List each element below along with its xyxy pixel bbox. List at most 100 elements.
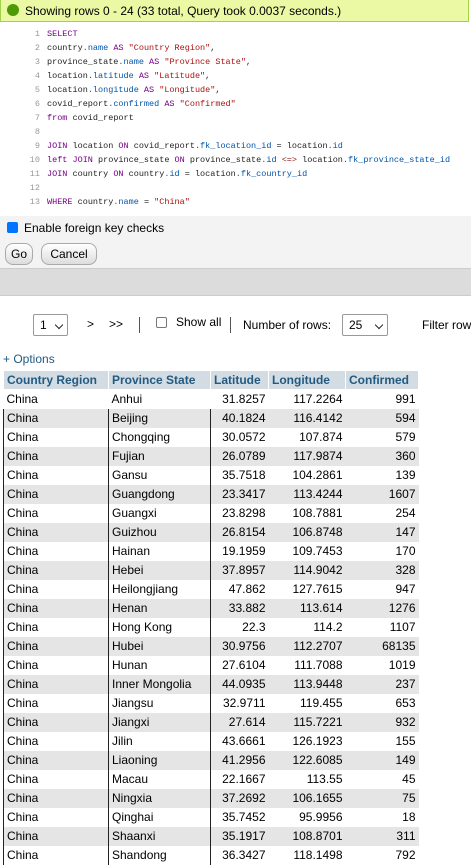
table-cell: 311 [345, 826, 419, 846]
code-token: location [47, 71, 88, 81]
table-cell: 68135 [345, 636, 419, 656]
code-token: AS [159, 99, 180, 109]
column-header[interactable]: Longitude [268, 370, 346, 390]
code-token: .name [118, 57, 144, 67]
table-cell: 116.4142 [268, 408, 346, 428]
table-cell: China [3, 503, 109, 523]
table-cell: China [3, 731, 109, 751]
table-row: China Hunan 27.6104 111.7088 1019 [3, 655, 419, 675]
page-value: 1 [40, 318, 47, 332]
code-token: AS [143, 57, 165, 67]
code-line: WHERE country.name = "China" [47, 197, 190, 207]
table-row: China Shandong 36.3427 118.1498 792 [3, 845, 419, 865]
options-link[interactable]: + Options [3, 352, 55, 366]
line-number: 13 [29, 197, 40, 207]
code-line: country.name AS "Country Region", [47, 43, 215, 53]
table-cell: 22.1667 [210, 769, 269, 789]
table-cell: Henan [108, 598, 211, 618]
status-bar: Showing rows 0 - 24 (33 total, Query too… [0, 0, 469, 22]
line-number: 3 [34, 57, 40, 67]
table-cell: China [3, 655, 109, 675]
checkbox[interactable] [7, 222, 18, 233]
table-cell: 119.455 [268, 693, 346, 713]
table-cell: Jiangxi [108, 712, 211, 732]
column-header[interactable]: Province State [108, 370, 211, 390]
table-cell: Heilongjiang [108, 579, 211, 599]
rows-select[interactable]: 25 [342, 314, 388, 336]
line-number: 7 [34, 113, 40, 123]
code-token: province_state [92, 155, 175, 165]
code-token: .id [327, 141, 343, 151]
button[interactable]: Go [5, 243, 33, 265]
table-cell: China [3, 788, 109, 808]
code-token: .longitude [87, 85, 139, 95]
table-cell: 19.1959 [210, 541, 269, 561]
code-token: location [47, 85, 88, 95]
code-token: "China" [154, 197, 190, 207]
checkbox[interactable] [156, 317, 167, 328]
table-cell: Jiangsu [108, 693, 211, 713]
code-token: <=> [281, 155, 297, 165]
table-cell: 41.2956 [210, 750, 269, 770]
line-number: 11 [29, 169, 40, 179]
table-cell: 328 [345, 560, 419, 580]
line-number: 1 [34, 29, 40, 39]
table-cell: 44.0935 [210, 674, 269, 694]
column-header[interactable]: Confirmed [345, 370, 419, 390]
column-header[interactable]: Latitude [210, 370, 269, 390]
last-button[interactable]: >> [109, 317, 124, 331]
table-row: China Hubei 30.9756 112.2707 68135 [3, 636, 419, 656]
table-cell: Gansu [108, 465, 211, 485]
table-cell: Guangdong [108, 484, 211, 504]
code-token: location [297, 155, 343, 165]
table-cell: Hainan [108, 541, 211, 561]
query-options: Enable foreign key checks Go Cancel [0, 216, 471, 268]
rows-value: 25 [349, 318, 363, 332]
table-cell: 139 [345, 465, 419, 485]
next-button[interactable]: > [87, 317, 95, 331]
table-cell: 36.3427 [210, 845, 269, 865]
table-cell: 18 [345, 807, 419, 827]
code-token: .fk_location_id [194, 141, 272, 151]
header-row: Country Region Province State Latitude Long… [3, 370, 419, 390]
code-token: "Longitude" [159, 85, 216, 95]
success-icon [7, 4, 19, 16]
table-cell: 33.882 [210, 598, 269, 618]
table-cell: 37.2692 [210, 788, 269, 808]
table-row: China Beijing 40.1824 116.4142 594 [3, 408, 419, 428]
table-cell: 594 [345, 408, 419, 428]
gray-bar [0, 268, 471, 296]
table-row: China Jiangxi 27.614 115.7221 932 [3, 712, 419, 732]
table-cell: 113.9448 [268, 674, 346, 694]
table-cell: China [3, 826, 109, 846]
table-cell: Guangxi [108, 503, 211, 523]
table-cell: 792 [345, 845, 419, 865]
column-header[interactable]: Country Region [3, 370, 109, 390]
code-token: ON [118, 141, 129, 151]
code-token: .fk_province_state_id [342, 155, 451, 165]
table-row: China Ningxia 37.2692 106.1655 75 [3, 788, 419, 808]
table-row: China Gansu 35.7518 104.2861 139 [3, 465, 419, 485]
page-select[interactable]: 1 [33, 314, 68, 336]
table-cell: 47.862 [210, 579, 269, 599]
dropdown-arrow [374, 320, 384, 330]
table-cell: 155 [345, 731, 419, 751]
table-cell: China [3, 389, 109, 409]
code-token: .latitude [87, 71, 134, 81]
table-cell: 35.7452 [210, 807, 269, 827]
code-token: AS [133, 71, 155, 81]
table-cell: China [3, 845, 109, 865]
table-cell: 237 [345, 674, 419, 694]
table-cell: China [3, 465, 109, 485]
table-row: China Fujian 26.0789 117.9874 360 [3, 446, 419, 466]
code-token: "Country Region" [128, 43, 211, 53]
table-cell: 109.7453 [268, 541, 346, 561]
code-line: from covid_report [47, 113, 134, 123]
table-cell: 1607 [345, 484, 419, 504]
sql-editor[interactable]: 1 SELECT 2 country.name AS "Country Region"… [0, 26, 471, 214]
code-token: JOIN [47, 169, 68, 179]
button[interactable]: Cancel [41, 243, 97, 265]
table-row: China Hebei 37.8957 114.9042 328 [3, 560, 419, 580]
table-row: China Jiangsu 32.9711 119.455 653 [3, 693, 419, 713]
